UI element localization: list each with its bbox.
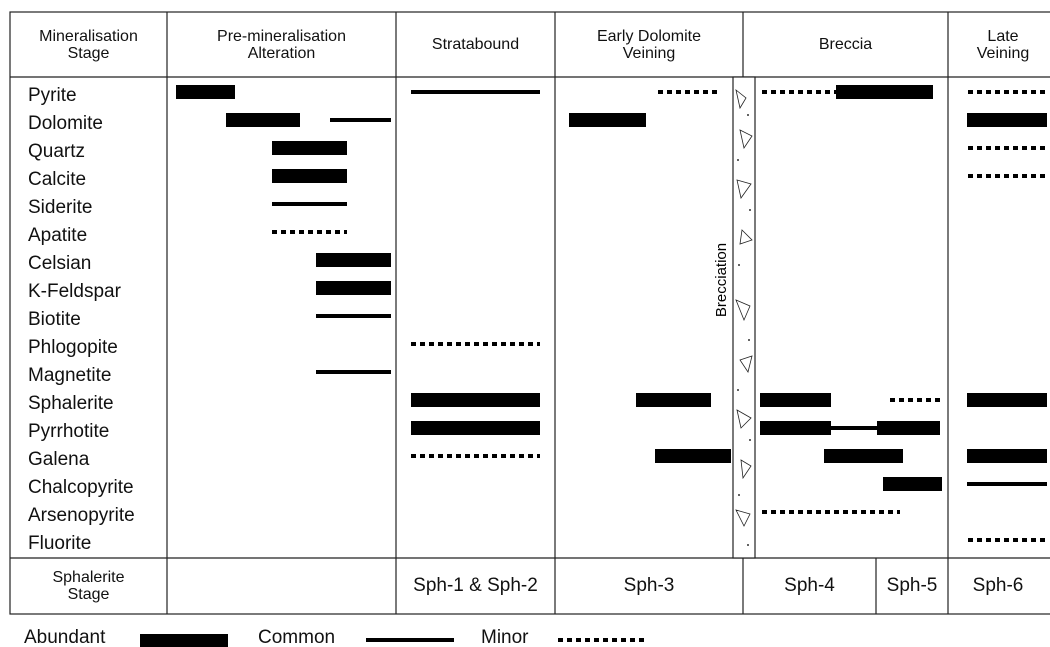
- mineral-name: Apatite: [28, 225, 87, 247]
- mineral-name: Arsenopyrite: [28, 505, 135, 527]
- occurrence-bar: [226, 113, 300, 127]
- diagram-lines: Brecciation: [0, 0, 1050, 647]
- occurrence-bar: [272, 141, 347, 155]
- header-text: Early Dolomite Veining: [584, 28, 714, 62]
- occurrence-bar: [411, 421, 540, 435]
- stage-cell: Sph-3: [555, 558, 743, 614]
- header-text: Pre-mineralisation Alteration: [202, 28, 362, 62]
- occurrence-bar: [636, 393, 711, 407]
- occurrence-bar: [760, 421, 831, 435]
- occurrence-bar: [176, 85, 235, 99]
- occurrence-bar: [883, 477, 942, 491]
- header-text: Breccia: [819, 36, 872, 53]
- occurrence-bar: [272, 169, 347, 183]
- occurrence-bar: [411, 393, 540, 407]
- header-cell: Pre-mineralisation Alteration: [167, 12, 396, 77]
- mineral-name: Biotite: [28, 309, 81, 331]
- mineral-name: Magnetite: [28, 365, 111, 387]
- occurrence-bar: [836, 85, 933, 99]
- stage-cell: Sph-6: [948, 558, 1048, 614]
- mineral-name: Dolomite: [28, 113, 103, 135]
- header-text: Late Veining: [973, 28, 1033, 62]
- mineral-name: K-Feldspar: [28, 281, 121, 303]
- brecciation-label: Brecciation: [713, 243, 730, 317]
- mineral-name: Siderite: [28, 197, 92, 219]
- mineral-name: Fluorite: [28, 533, 91, 555]
- stage-label: Sphalerite Stage: [39, 569, 139, 603]
- paragenetic-diagram: Brecciation Mineralisation Stage Pre-min…: [0, 0, 1050, 647]
- header-cell: Mineralisation Stage: [10, 12, 167, 77]
- stage-cell: Sph-1 & Sph-2: [396, 558, 555, 614]
- mineral-name: Quartz: [28, 141, 85, 163]
- mineral-name: Pyrrhotite: [28, 421, 109, 443]
- occurrence-bar: [569, 113, 646, 127]
- header-cell: Breccia: [743, 12, 948, 77]
- occurrence-bar: [967, 393, 1047, 407]
- occurrence-bar: [760, 393, 831, 407]
- mineral-name: Calcite: [28, 169, 86, 191]
- header-cell: Late Veining: [948, 12, 1050, 77]
- mineral-name: Sphalerite: [28, 393, 114, 415]
- header-text: Mineralisation Stage: [29, 28, 149, 62]
- occurrence-bar: [967, 113, 1047, 127]
- mineral-name: Galena: [28, 449, 89, 471]
- occurrence-bar: [877, 421, 940, 435]
- header-cell: Stratabound: [396, 12, 555, 77]
- occurrence-bar: [316, 253, 391, 267]
- occurrence-bar: [655, 449, 731, 463]
- header-text: Stratabound: [432, 36, 519, 53]
- stage-cell: Sph-4: [743, 558, 876, 614]
- stage-cell: Sph-5: [876, 558, 948, 614]
- mineral-name: Chalcopyrite: [28, 477, 134, 499]
- mineral-name: Celsian: [28, 253, 91, 275]
- occurrence-bar: [316, 281, 391, 295]
- occurrence-bar: [824, 449, 903, 463]
- mineral-name: Phlogopite: [28, 337, 118, 359]
- stage-label-cell: Sphalerite Stage: [10, 558, 167, 614]
- legend-label: Abundant: [24, 627, 105, 647]
- legend-label: Minor: [481, 627, 529, 647]
- header-cell: Early Dolomite Veining: [555, 12, 743, 77]
- legend-label: Common: [258, 627, 335, 647]
- mineral-name: Pyrite: [28, 85, 77, 107]
- occurrence-bar: [967, 449, 1047, 463]
